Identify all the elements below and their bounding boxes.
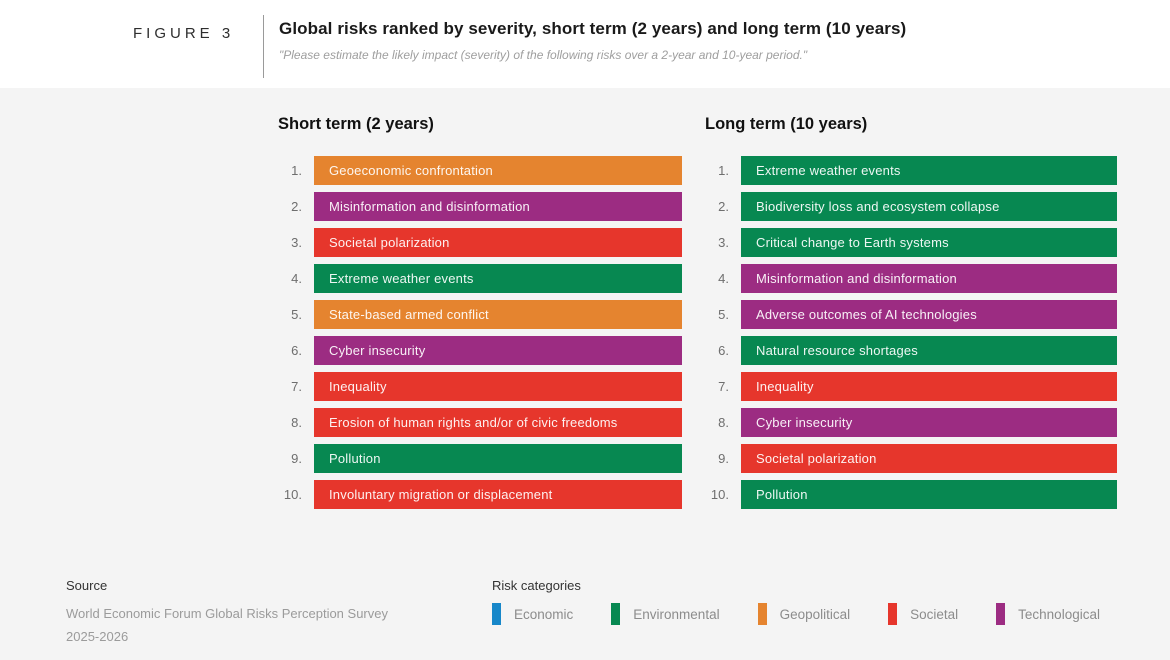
long-term-heading: Long term (10 years) (705, 115, 868, 133)
category-color-swatch (996, 603, 1006, 625)
risk-row: 10. Pollution (705, 480, 1117, 509)
risk-row: 3. Societal polarization (278, 228, 682, 257)
risk-row: 2. Biodiversity loss and ecosystem collap… (705, 192, 1117, 221)
risk-bar: Geoeconomic confrontation (314, 156, 682, 185)
rank-label: 8. (291, 415, 302, 430)
risk-categories-legend: Risk categories Economic Environmental Geo… (492, 578, 1132, 625)
rank-label: 2. (291, 199, 302, 214)
rank-label: 5. (718, 307, 729, 322)
rank-label: 2. (718, 199, 729, 214)
rank-label: 9. (718, 451, 729, 466)
rank-label: 5. (291, 307, 302, 322)
risk-bar: State-based armed conflict (314, 300, 682, 329)
risk-bar: Cyber insecurity (741, 408, 1117, 437)
legend-label: Environmental (633, 606, 720, 622)
risk-row: 8. Erosion of human rights and/or of civi… (278, 408, 682, 437)
long-term-list: 1. Extreme weather events 2. Biodiversity l… (705, 156, 1117, 509)
risk-row: 4. Misinformation and disinformation (705, 264, 1117, 293)
rank-label: 10. (710, 487, 729, 502)
risk-bar: Misinformation and disinformation (314, 192, 682, 221)
risk-bar: Extreme weather events (314, 264, 682, 293)
figure-header: FIGURE 3 Global risks ranked by severity… (0, 0, 1170, 88)
legend-label: Geopolitical (779, 606, 851, 622)
legend-item: Societal (888, 603, 958, 625)
short-term-list: 1. Geoeconomic confrontation 2. Misinformat… (278, 156, 682, 509)
short-term-heading: Short term (2 years) (278, 115, 434, 133)
source-heading: Source (66, 578, 108, 593)
risk-row: 4. Extreme weather events (278, 264, 682, 293)
risk-bar: Critical change to Earth systems (741, 228, 1117, 257)
source-line-2: 2025-2026 (66, 629, 129, 645)
figure-title: Global risks ranked by severity, short t… (279, 19, 907, 38)
rank-label: 4. (718, 271, 729, 286)
legend-item: Economic (492, 603, 573, 625)
legend-item: Environmental (611, 603, 720, 625)
rank-label: 3. (291, 235, 302, 250)
rank-label: 1. (718, 163, 729, 178)
category-color-swatch (888, 603, 898, 625)
rank-label: 1. (291, 163, 302, 178)
legend-label: Economic (514, 606, 574, 622)
risk-row: 5. State-based armed conflict (278, 300, 682, 329)
risk-row: 6. Cyber insecurity (278, 336, 682, 365)
rank-label: 3. (718, 235, 729, 250)
risk-bar: Adverse outcomes of AI technologies (741, 300, 1117, 329)
risk-bar: Extreme weather events (741, 156, 1117, 185)
risk-bar: Natural resource shortages (741, 336, 1117, 365)
risk-bar: Misinformation and disinformation (741, 264, 1117, 293)
legend-heading: Risk categories (492, 578, 581, 593)
rank-label: 6. (718, 343, 729, 358)
risk-row: 10. Involuntary migration or displacement (278, 480, 682, 509)
risk-row: 9. Pollution (278, 444, 682, 473)
rank-label: 7. (291, 379, 302, 394)
header-divider (263, 15, 264, 78)
rank-label: 7. (718, 379, 729, 394)
title-block: Global risks ranked by severity, short t… (279, 19, 1139, 62)
risk-bar: Inequality (741, 372, 1117, 401)
long-term-column: Long term (10 years) 1. Extreme weather e… (705, 115, 1117, 516)
risk-row: 7. Inequality (278, 372, 682, 401)
short-term-column: Short term (2 years) 1. Geoeconomic confr… (278, 115, 682, 516)
legend-label: Societal (910, 606, 959, 622)
risk-row: 5. Adverse outcomes of AI technologies (705, 300, 1117, 329)
source-line-1: World Economic Forum Global Risks Percep… (66, 606, 388, 621)
risk-row: 7. Inequality (705, 372, 1117, 401)
rank-label: 6. (291, 343, 302, 358)
rank-label: 10. (283, 487, 302, 502)
risk-row: 1. Extreme weather events (705, 156, 1117, 185)
risk-row: 6. Natural resource shortages (705, 336, 1117, 365)
legend-items: Economic Environmental Geopolitical Societa… (492, 603, 1132, 625)
risk-row: 1. Geoeconomic confrontation (278, 156, 682, 185)
category-color-swatch (492, 603, 501, 625)
legend-label: Technological (1018, 606, 1100, 622)
rank-label: 4. (291, 271, 302, 286)
risk-bar: Pollution (314, 444, 682, 473)
risk-bar: Societal polarization (314, 228, 682, 257)
risk-bar: Involuntary migration or displacement (314, 480, 682, 509)
chart-panel: Short term (2 years) 1. Geoeconomic confr… (0, 88, 1170, 660)
legend-item: Technological (996, 603, 1100, 625)
rank-label: 9. (291, 451, 302, 466)
risk-row: 2. Misinformation and disinformation (278, 192, 682, 221)
ranked-columns: Short term (2 years) 1. Geoeconomic confr… (278, 115, 1117, 516)
figure-subtitle: "Please estimate the likely impact (seve… (279, 48, 808, 62)
source-block: Source World Economic Forum Global Risks… (66, 578, 446, 649)
category-color-swatch (611, 603, 621, 625)
risk-row: 8. Cyber insecurity (705, 408, 1117, 437)
risk-bar: Pollution (741, 480, 1117, 509)
rank-label: 8. (718, 415, 729, 430)
figure-number-label: FIGURE 3 (133, 25, 235, 42)
risk-bar: Erosion of human rights and/or of civic … (314, 408, 682, 437)
legend-item: Geopolitical (757, 603, 851, 625)
risk-row: 9. Societal polarization (705, 444, 1117, 473)
risk-bar: Inequality (314, 372, 682, 401)
risk-bar: Societal polarization (741, 444, 1117, 473)
risk-row: 3. Critical change to Earth systems (705, 228, 1117, 257)
risk-bar: Cyber insecurity (314, 336, 682, 365)
risk-bar: Biodiversity loss and ecosystem collapse (741, 192, 1117, 221)
category-color-swatch (757, 603, 767, 625)
